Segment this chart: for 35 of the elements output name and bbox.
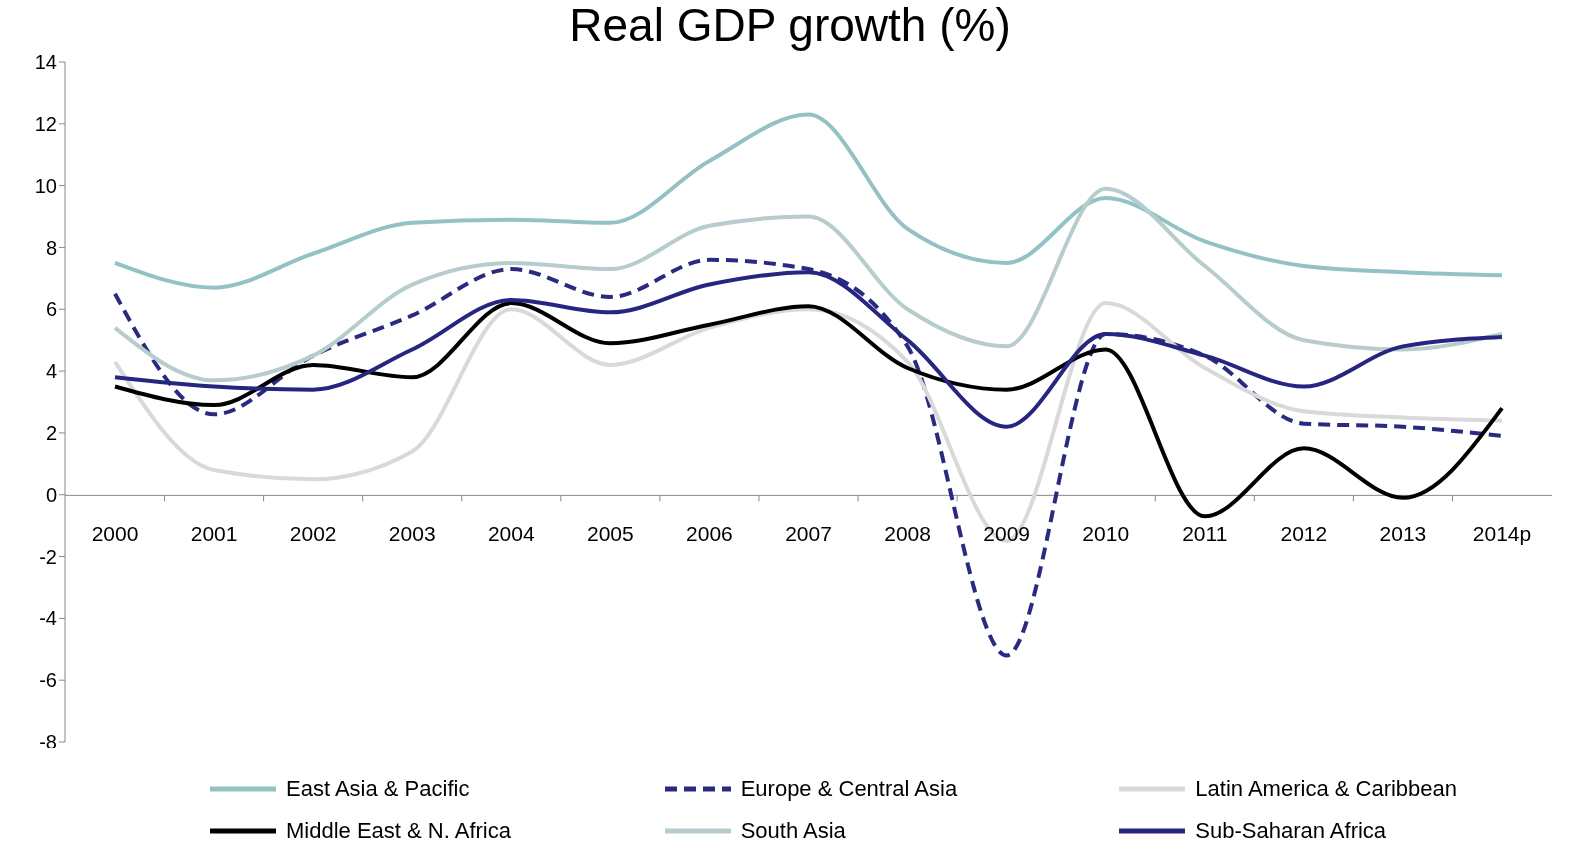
- y-tick-label: 8: [45, 236, 57, 259]
- x-tick-label: 2008: [884, 522, 931, 546]
- legend-label: Sub-Saharan Africa: [1195, 818, 1387, 844]
- line-series: [113, 186, 1504, 383]
- x-tick-label: 2009: [983, 522, 1030, 546]
- x-tick-label: 2007: [785, 522, 832, 546]
- x-tick-label: 2006: [686, 522, 733, 546]
- y-tick-label: 6: [45, 298, 57, 321]
- y-tick-label: 12: [34, 112, 57, 135]
- y-tick-label: -2: [39, 545, 57, 568]
- x-tick-label: 2002: [289, 522, 337, 546]
- x-tick-label: 2005: [587, 522, 634, 546]
- legend-label: South Asia: [740, 818, 846, 844]
- y-tick-label: 2: [45, 422, 57, 445]
- y-tick-label: 4: [45, 360, 57, 383]
- x-tick-label: 2004: [487, 522, 535, 546]
- legend-label: Middle East & N. Africa: [286, 818, 511, 844]
- y-tick-label: 10: [34, 174, 57, 197]
- legend-label: Europe & Central Asia: [740, 776, 958, 802]
- x-tick-label: 2010: [1082, 522, 1130, 546]
- x-tick-label: 2013: [1379, 522, 1427, 546]
- x-tick-label: 2001: [190, 522, 238, 546]
- x-tick-label: 2003: [388, 522, 436, 546]
- chart-title: Real GDP growth (%): [568, 0, 1012, 51]
- y-tick-label: -6: [39, 669, 57, 692]
- legend-label: Latin America & Caribbean: [1195, 776, 1458, 802]
- y-tick-label: 14: [34, 51, 57, 74]
- legend-label: East Asia & Pacific: [286, 776, 470, 802]
- line-series: [113, 112, 1504, 290]
- y-tick-label: 0: [45, 483, 57, 506]
- x-tick-label: 2000: [91, 522, 139, 546]
- x-tick-label: 2012: [1280, 522, 1328, 546]
- x-tick-label: 2014p: [1472, 522, 1532, 546]
- y-tick-label: -4: [39, 607, 57, 630]
- x-tick-label: 2011: [1182, 522, 1228, 546]
